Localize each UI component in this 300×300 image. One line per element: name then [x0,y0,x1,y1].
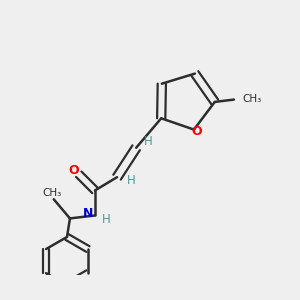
Text: O: O [68,164,79,177]
Text: H: H [102,213,111,226]
Text: H: H [127,174,136,187]
Text: CH₃: CH₃ [242,94,261,104]
Text: H: H [144,135,152,148]
Text: N: N [82,208,93,220]
Text: CH₃: CH₃ [43,188,62,198]
Text: O: O [192,124,202,137]
